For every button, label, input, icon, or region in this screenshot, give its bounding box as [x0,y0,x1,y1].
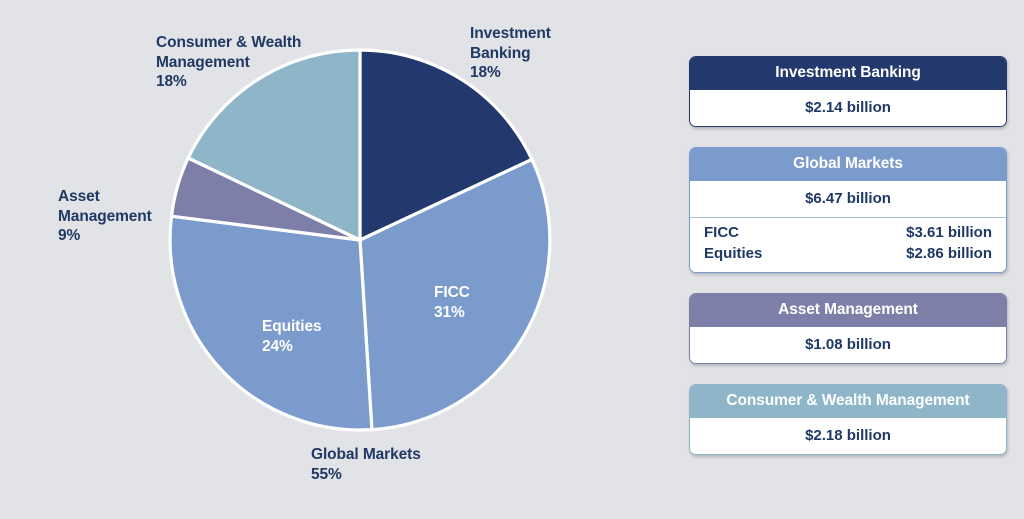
pie-label-ficc: FICC 31% [434,284,470,321]
pie-label-asset-management: Asset Management 9% [58,188,152,245]
pie-label-investment-banking: Investment Banking 18% [470,25,551,82]
legend-card-global-markets[interactable]: Global Markets $6.47 billion FICC $3.61 … [689,147,1007,273]
pie-slice-investment-banking[interactable] [358,48,535,243]
legend-card-value: $2.14 billion [690,90,1006,126]
legend-card-value: $2.18 billion [690,417,1006,454]
legend-card-title: Investment Banking [690,57,1006,90]
legend-subrow-label: FICC [704,224,739,241]
legend-panel: Investment Banking $2.14 billion Global … [689,56,1007,475]
legend-card-investment-banking[interactable]: Investment Banking $2.14 billion [689,56,1007,127]
legend-card-consumer-wealth-management[interactable]: Consumer & Wealth Management $2.18 billi… [689,383,1007,455]
ficc-equities-divider [358,239,373,430]
legend-subrow-value: $3.61 billion [906,224,992,241]
pie-label-global-markets: Global Markets 55% [311,446,421,483]
legend-card-title: Asset Management [690,293,1006,327]
pie-slice-consumer-wealth[interactable] [186,48,362,243]
legend-subrow-label: Equities [704,245,763,263]
legend-card-title: Consumer & Wealth Management [690,384,1006,418]
pie-label-equities: Equities 24% [262,318,322,355]
legend-subrow-equities: Equities $2.86 billion [704,243,992,264]
legend-card-value: $1.08 billion [690,326,1006,363]
pie-slices [168,48,552,432]
pie-chart-region: Consumer & Wealth Management 18% Investm… [58,25,552,483]
pie-slice-equities[interactable] [168,214,374,432]
pie-slice-ficc[interactable] [358,157,552,432]
legend-card-asset-management[interactable]: Asset Management $1.08 billion [689,292,1007,364]
legend-subrow-value: $2.86 billion [906,245,992,263]
legend-card-title: Global Markets [690,148,1006,181]
legend-subrow-ficc: FICC $3.61 billion [704,222,992,243]
pie-label-consumer-wealth-management: Consumer & Wealth Management 18% [156,34,302,91]
legend-card-subrows: FICC $3.61 billion Equities $2.86 billio… [690,217,1006,272]
legend-card-value: $6.47 billion [690,181,1006,217]
pie-chart-svg [168,48,552,432]
